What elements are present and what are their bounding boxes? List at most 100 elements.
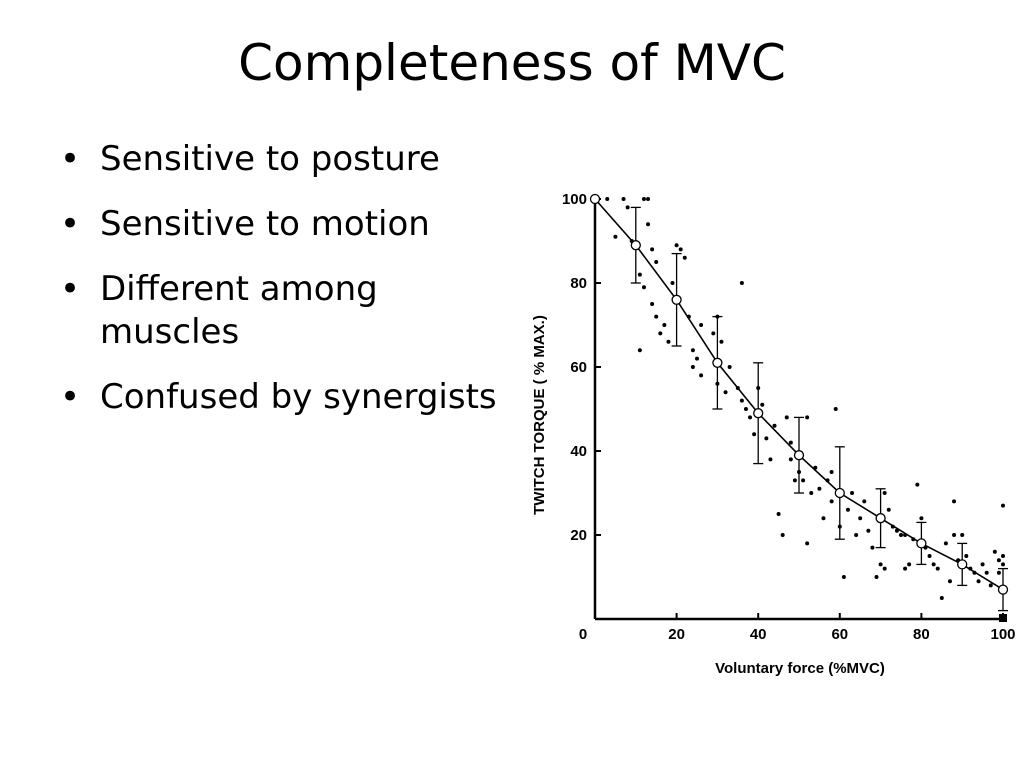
data-point	[821, 516, 826, 521]
data-point	[711, 331, 716, 336]
data-point	[829, 499, 834, 504]
data-point	[788, 457, 793, 462]
data-point	[654, 314, 659, 319]
data-point	[805, 415, 810, 420]
twitch-torque-chart: 0 20 40 60 80 100 20 40 60 80 100 Voluntary force …	[531, 191, 1016, 677]
data-point	[899, 533, 903, 537]
chart-mean-line	[589, 193, 1009, 595]
data-point	[670, 281, 675, 285]
mean-point	[671, 294, 682, 305]
data-point	[772, 423, 777, 428]
chart-error-bars	[630, 206, 1008, 612]
data-point	[776, 512, 781, 516]
bullet-item: Confused by synergists	[60, 376, 570, 419]
data-point	[605, 197, 610, 201]
data-point	[829, 470, 834, 474]
y-tick-label: 80	[570, 275, 587, 292]
data-point	[882, 491, 887, 495]
data-point	[621, 197, 626, 201]
chart-axes	[593, 199, 1003, 621]
mean-point	[997, 584, 1009, 595]
data-point	[927, 554, 932, 558]
data-point	[882, 566, 887, 571]
data-point	[931, 562, 936, 567]
data-point	[641, 197, 646, 201]
data-point	[743, 407, 748, 411]
x-axis-label: Voluntary force (%MVC)	[715, 660, 885, 677]
data-point	[666, 339, 671, 344]
data-point	[1001, 503, 1005, 508]
x-tick-label: 20	[668, 626, 685, 643]
data-point	[952, 499, 957, 504]
y-tick-label: 20	[570, 527, 587, 544]
data-point	[809, 491, 814, 495]
x-tick-label: 0	[579, 626, 587, 643]
data-point	[690, 365, 695, 369]
data-point	[845, 507, 850, 512]
data-point	[915, 482, 920, 487]
y-tick-label: 100	[562, 191, 587, 208]
data-point	[939, 596, 944, 600]
data-point	[960, 533, 965, 537]
data-point	[792, 478, 797, 483]
data-point	[784, 415, 789, 420]
data-point	[984, 570, 989, 575]
data-point	[841, 575, 846, 579]
data-point	[699, 323, 704, 327]
data-point	[817, 486, 822, 491]
data-point	[788, 440, 793, 445]
data-point	[952, 533, 957, 537]
data-point	[919, 516, 924, 521]
bullet-item: Sensitive to posture	[60, 138, 520, 181]
data-point	[992, 549, 997, 554]
data-point	[1001, 562, 1005, 567]
data-point	[690, 348, 695, 353]
data-point	[870, 545, 875, 550]
data-point	[646, 197, 651, 201]
data-point	[695, 356, 699, 361]
data-point	[637, 272, 642, 277]
data-point	[833, 407, 838, 411]
mean-point	[712, 357, 723, 368]
data-point	[650, 302, 655, 306]
bullet-list: Sensitive to posture Sensitive to motion…	[60, 138, 570, 441]
y-axis-label: TWITCH TORQUE ( % MAX.)	[531, 315, 548, 515]
x-tick-label: 60	[831, 626, 848, 643]
data-point	[805, 541, 810, 546]
data-point	[748, 415, 753, 420]
data-point	[662, 323, 667, 327]
mean-point	[875, 513, 886, 524]
data-point	[768, 457, 773, 462]
data-point	[739, 281, 744, 285]
data-point	[637, 348, 642, 353]
data-point	[613, 234, 618, 239]
data-point	[976, 579, 981, 584]
data-point	[801, 478, 806, 483]
data-point	[943, 541, 948, 546]
data-point	[752, 432, 757, 437]
mean-point	[793, 450, 805, 461]
data-point	[727, 365, 732, 369]
mean-point	[630, 240, 641, 251]
data-point	[646, 222, 651, 227]
data-point	[964, 554, 969, 558]
data-point	[658, 331, 663, 336]
data-point	[723, 390, 728, 395]
data-point	[850, 491, 855, 495]
x-tick-label: 80	[913, 626, 930, 643]
mean-point	[753, 408, 764, 419]
mean-point	[916, 538, 927, 549]
data-point	[999, 614, 1007, 622]
data-point	[699, 373, 704, 378]
data-point	[874, 575, 879, 579]
y-tick-label: 40	[570, 443, 587, 460]
data-point	[719, 339, 724, 344]
data-point	[654, 260, 659, 264]
data-point	[764, 436, 769, 441]
data-point	[678, 247, 683, 252]
data-point	[988, 583, 993, 588]
data-point	[625, 205, 630, 210]
data-point	[650, 247, 655, 252]
data-point	[935, 566, 940, 571]
chart-points	[605, 197, 1007, 622]
